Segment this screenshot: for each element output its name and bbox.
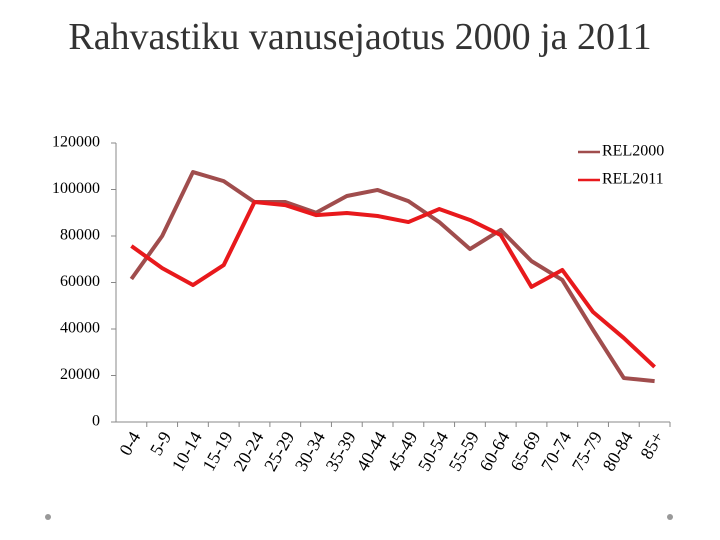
x-tick-label: 55-59: [445, 428, 483, 474]
x-tick-label: 15-19: [198, 428, 236, 474]
x-tick-label: 0-4: [115, 428, 144, 459]
legend-label: REL2000: [602, 143, 664, 160]
x-tick-label: 10-14: [168, 428, 206, 474]
y-tick-label: 0: [92, 413, 100, 430]
series-line: [129, 170, 655, 384]
x-tick-label: 20-24: [229, 428, 267, 474]
x-tick-label: 25-29: [260, 428, 298, 474]
y-tick-label: 40000: [60, 320, 100, 337]
x-tick-label: 50-54: [414, 428, 452, 474]
x-tick-label: 85+: [636, 428, 667, 462]
y-tick-label: 80000: [60, 227, 100, 244]
x-tick-label: 30-34: [291, 428, 329, 474]
y-tick-label: 120000: [52, 134, 100, 151]
x-tick-label: 40-44: [352, 428, 390, 474]
x-tick-label: 70-74: [537, 428, 575, 474]
x-tick-label: 45-49: [383, 428, 421, 474]
x-tick-label: 60-64: [475, 428, 513, 474]
x-tick-label: 5-9: [146, 428, 175, 459]
x-tick-label: 80-84: [599, 428, 637, 474]
x-tick-label: 35-39: [322, 428, 360, 474]
y-tick-label: 100000: [52, 180, 100, 197]
decor-dot: [667, 514, 673, 520]
y-tick-label: 60000: [60, 273, 100, 290]
decor-dot: [45, 514, 51, 520]
y-tick-label: 20000: [60, 366, 100, 383]
chart-title: Rahvastiku vanusejaotus 2000 ja 2011: [68, 16, 652, 58]
legend-label: REL2011: [602, 171, 664, 188]
x-tick-label: 65-69: [506, 428, 544, 474]
series-line: [130, 200, 656, 369]
x-tick-label: 75-79: [568, 428, 606, 474]
